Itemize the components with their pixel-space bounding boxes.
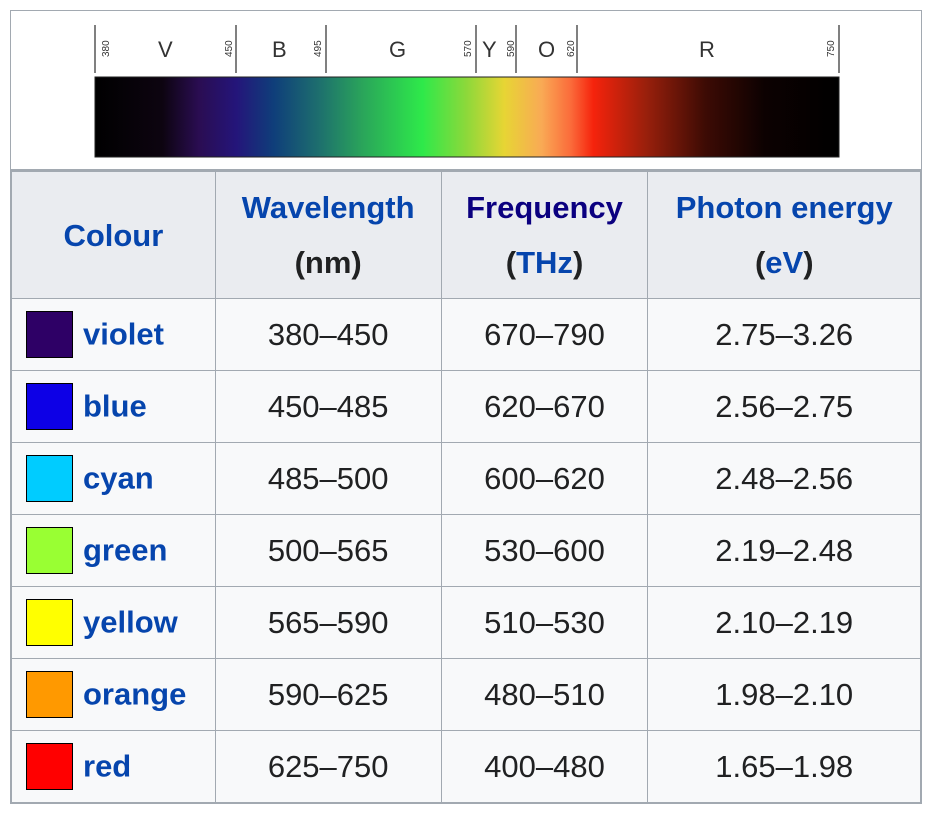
wavelength-cell: 450–485 (214, 370, 442, 443)
frequency-cell: 670–790 (440, 298, 649, 371)
spectrum-gradient-bar (94, 76, 840, 158)
header-energy-unit-close: ) (803, 245, 814, 280)
colour-link[interactable]: yellow (83, 604, 178, 640)
band-letter-b: B (272, 37, 287, 62)
colour-link[interactable]: cyan (83, 460, 154, 496)
photon-energy-cell: 1.98–2.10 (647, 658, 921, 731)
band-letter-r: R (699, 37, 715, 62)
colour-table-box: 380 450 495 570 590 620 750 V B G Y O R (10, 10, 922, 804)
colour-link[interactable]: violet (83, 316, 164, 352)
colour-link[interactable]: red (83, 748, 132, 784)
colour-cell: violet (11, 298, 216, 371)
table-row: yellow 565–590 510–530 2.10–2.19 (11, 586, 921, 659)
header-photon-energy[interactable]: Photon energy (eV) (647, 171, 921, 299)
frequency-cell: 480–510 (440, 658, 649, 731)
wavelength-cell: 565–590 (214, 586, 442, 659)
photon-energy-cell: 2.75–3.26 (647, 298, 921, 371)
scale-number-590: 590 (506, 40, 517, 57)
photon-energy-cell: 2.56–2.75 (647, 370, 921, 443)
band-letter-v: V (158, 37, 173, 62)
table-row: blue 450–485 620–670 2.56–2.75 (11, 370, 921, 443)
wavelength-cell: 625–750 (214, 730, 442, 803)
colour-cell: green (11, 514, 216, 587)
spectrum-scale-numbers: 380 450 495 570 590 620 750 (101, 40, 837, 57)
scale-number-380: 380 (101, 40, 112, 57)
table-row: violet 380–450 670–790 2.75–3.26 (11, 298, 921, 371)
spectrum-image: 380 450 495 570 590 620 750 V B G Y O R (11, 11, 921, 171)
colour-swatch (26, 383, 73, 430)
header-energy-unit-open: ( (754, 245, 766, 280)
header-colour-label[interactable]: Colour (63, 217, 164, 253)
colour-cell: blue (11, 370, 216, 443)
band-letter-o: O (538, 37, 555, 62)
spectrum-ticks (94, 25, 840, 73)
spectrum-graphic: 380 450 495 570 590 620 750 V B G Y O R (94, 25, 840, 158)
header-frequency-unit-close: ) (572, 245, 584, 280)
scale-number-620: 620 (566, 40, 577, 57)
colour-table: Colour Wavelength (nm) Frequency (THz) Pho… (11, 171, 921, 803)
scale-number-570: 570 (463, 40, 474, 57)
wavelength-cell: 500–565 (214, 514, 442, 587)
colour-link[interactable]: blue (83, 388, 147, 424)
colour-swatch (26, 311, 73, 358)
spectrum-band-letters: V B G Y O R (158, 37, 715, 62)
frequency-cell: 400–480 (440, 730, 649, 803)
table-row: orange 590–625 480–510 1.98–2.10 (11, 658, 921, 731)
header-row: Colour Wavelength (nm) Frequency (THz) Pho… (11, 171, 921, 299)
photon-energy-cell: 2.19–2.48 (647, 514, 921, 587)
colour-cell: yellow (11, 586, 216, 659)
frequency-cell: 530–600 (440, 514, 649, 587)
colour-swatch (26, 455, 73, 502)
colour-cell: cyan (11, 442, 216, 515)
band-letter-g: G (389, 37, 406, 62)
colour-cell: red (11, 730, 216, 803)
header-colour[interactable]: Colour (11, 171, 216, 299)
header-wavelength-unit: (nm) (294, 245, 362, 280)
header-frequency-unit-open: ( (505, 245, 517, 280)
frequency-cell: 510–530 (440, 586, 649, 659)
colour-link[interactable]: orange (83, 676, 187, 712)
header-energy-unit[interactable]: eV (765, 245, 804, 280)
colour-swatch (26, 527, 73, 574)
header-frequency-unit[interactable]: THz (516, 245, 573, 280)
colour-link[interactable]: green (83, 532, 168, 568)
colour-cell: orange (11, 658, 216, 731)
table-row: green 500–565 530–600 2.19–2.48 (11, 514, 921, 587)
header-wavelength-line1[interactable]: Wavelength (241, 190, 415, 225)
frequency-cell: 620–670 (440, 370, 649, 443)
photon-energy-cell: 1.65–1.98 (647, 730, 921, 803)
table-row: cyan 485–500 600–620 2.48–2.56 (11, 442, 921, 515)
table-row: red 625–750 400–480 1.65–1.98 (11, 730, 921, 803)
colour-swatch (26, 671, 73, 718)
wavelength-cell: 590–625 (214, 658, 442, 731)
header-frequency-line1[interactable]: Frequency (466, 190, 623, 225)
wavelength-cell: 380–450 (214, 298, 442, 371)
frequency-cell: 600–620 (440, 442, 649, 515)
wavelength-cell: 485–500 (214, 442, 442, 515)
header-energy-line1[interactable]: Photon energy (675, 190, 893, 225)
scale-number-450: 450 (224, 40, 235, 57)
photon-energy-cell: 2.10–2.19 (647, 586, 921, 659)
colour-swatch (26, 743, 73, 790)
header-frequency[interactable]: Frequency (THz) (440, 171, 649, 299)
header-wavelength[interactable]: Wavelength (nm) (214, 171, 442, 299)
photon-energy-cell: 2.48–2.56 (647, 442, 921, 515)
band-letter-y: Y (482, 37, 497, 62)
colour-swatch (26, 599, 73, 646)
scale-number-750: 750 (826, 40, 837, 57)
scale-number-495: 495 (313, 40, 324, 57)
